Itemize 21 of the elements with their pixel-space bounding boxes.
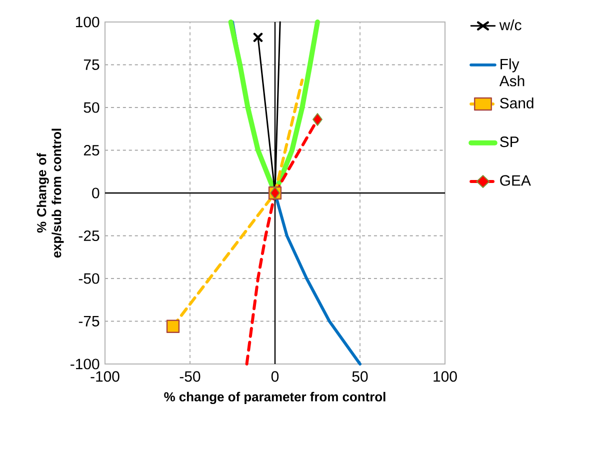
y-axis-title: % Change of exp/sub from control	[36, 128, 64, 258]
legend-label: w/c	[499, 19, 522, 30]
legend-label: SP	[500, 136, 519, 148]
legend-label: Sand	[500, 97, 534, 108]
y-tick-label: -100	[70, 358, 100, 370]
y-tick-label: 50	[84, 102, 100, 113]
y-tick-label: -75	[78, 316, 100, 326]
legend-label: GEA	[500, 175, 531, 186]
x-tick-label: -50	[180, 371, 200, 382]
y-tick-label: 75	[84, 60, 100, 70]
y-tick-label: 100	[76, 16, 100, 28]
y-tick-label: -50	[78, 273, 100, 284]
x-tick-label: 50	[352, 371, 368, 382]
x-axis-title: % change of parameter from control	[164, 392, 386, 404]
x-tick-label: 0	[271, 371, 279, 382]
y-tick-label: 0	[92, 188, 100, 198]
y-tick-label: -25	[78, 230, 100, 242]
x-tick-label: -100	[90, 371, 120, 382]
y-tick-label: 25	[84, 144, 100, 156]
x-tick-label: 100	[434, 371, 457, 382]
legend-label: Fly Ash	[499, 58, 524, 86]
